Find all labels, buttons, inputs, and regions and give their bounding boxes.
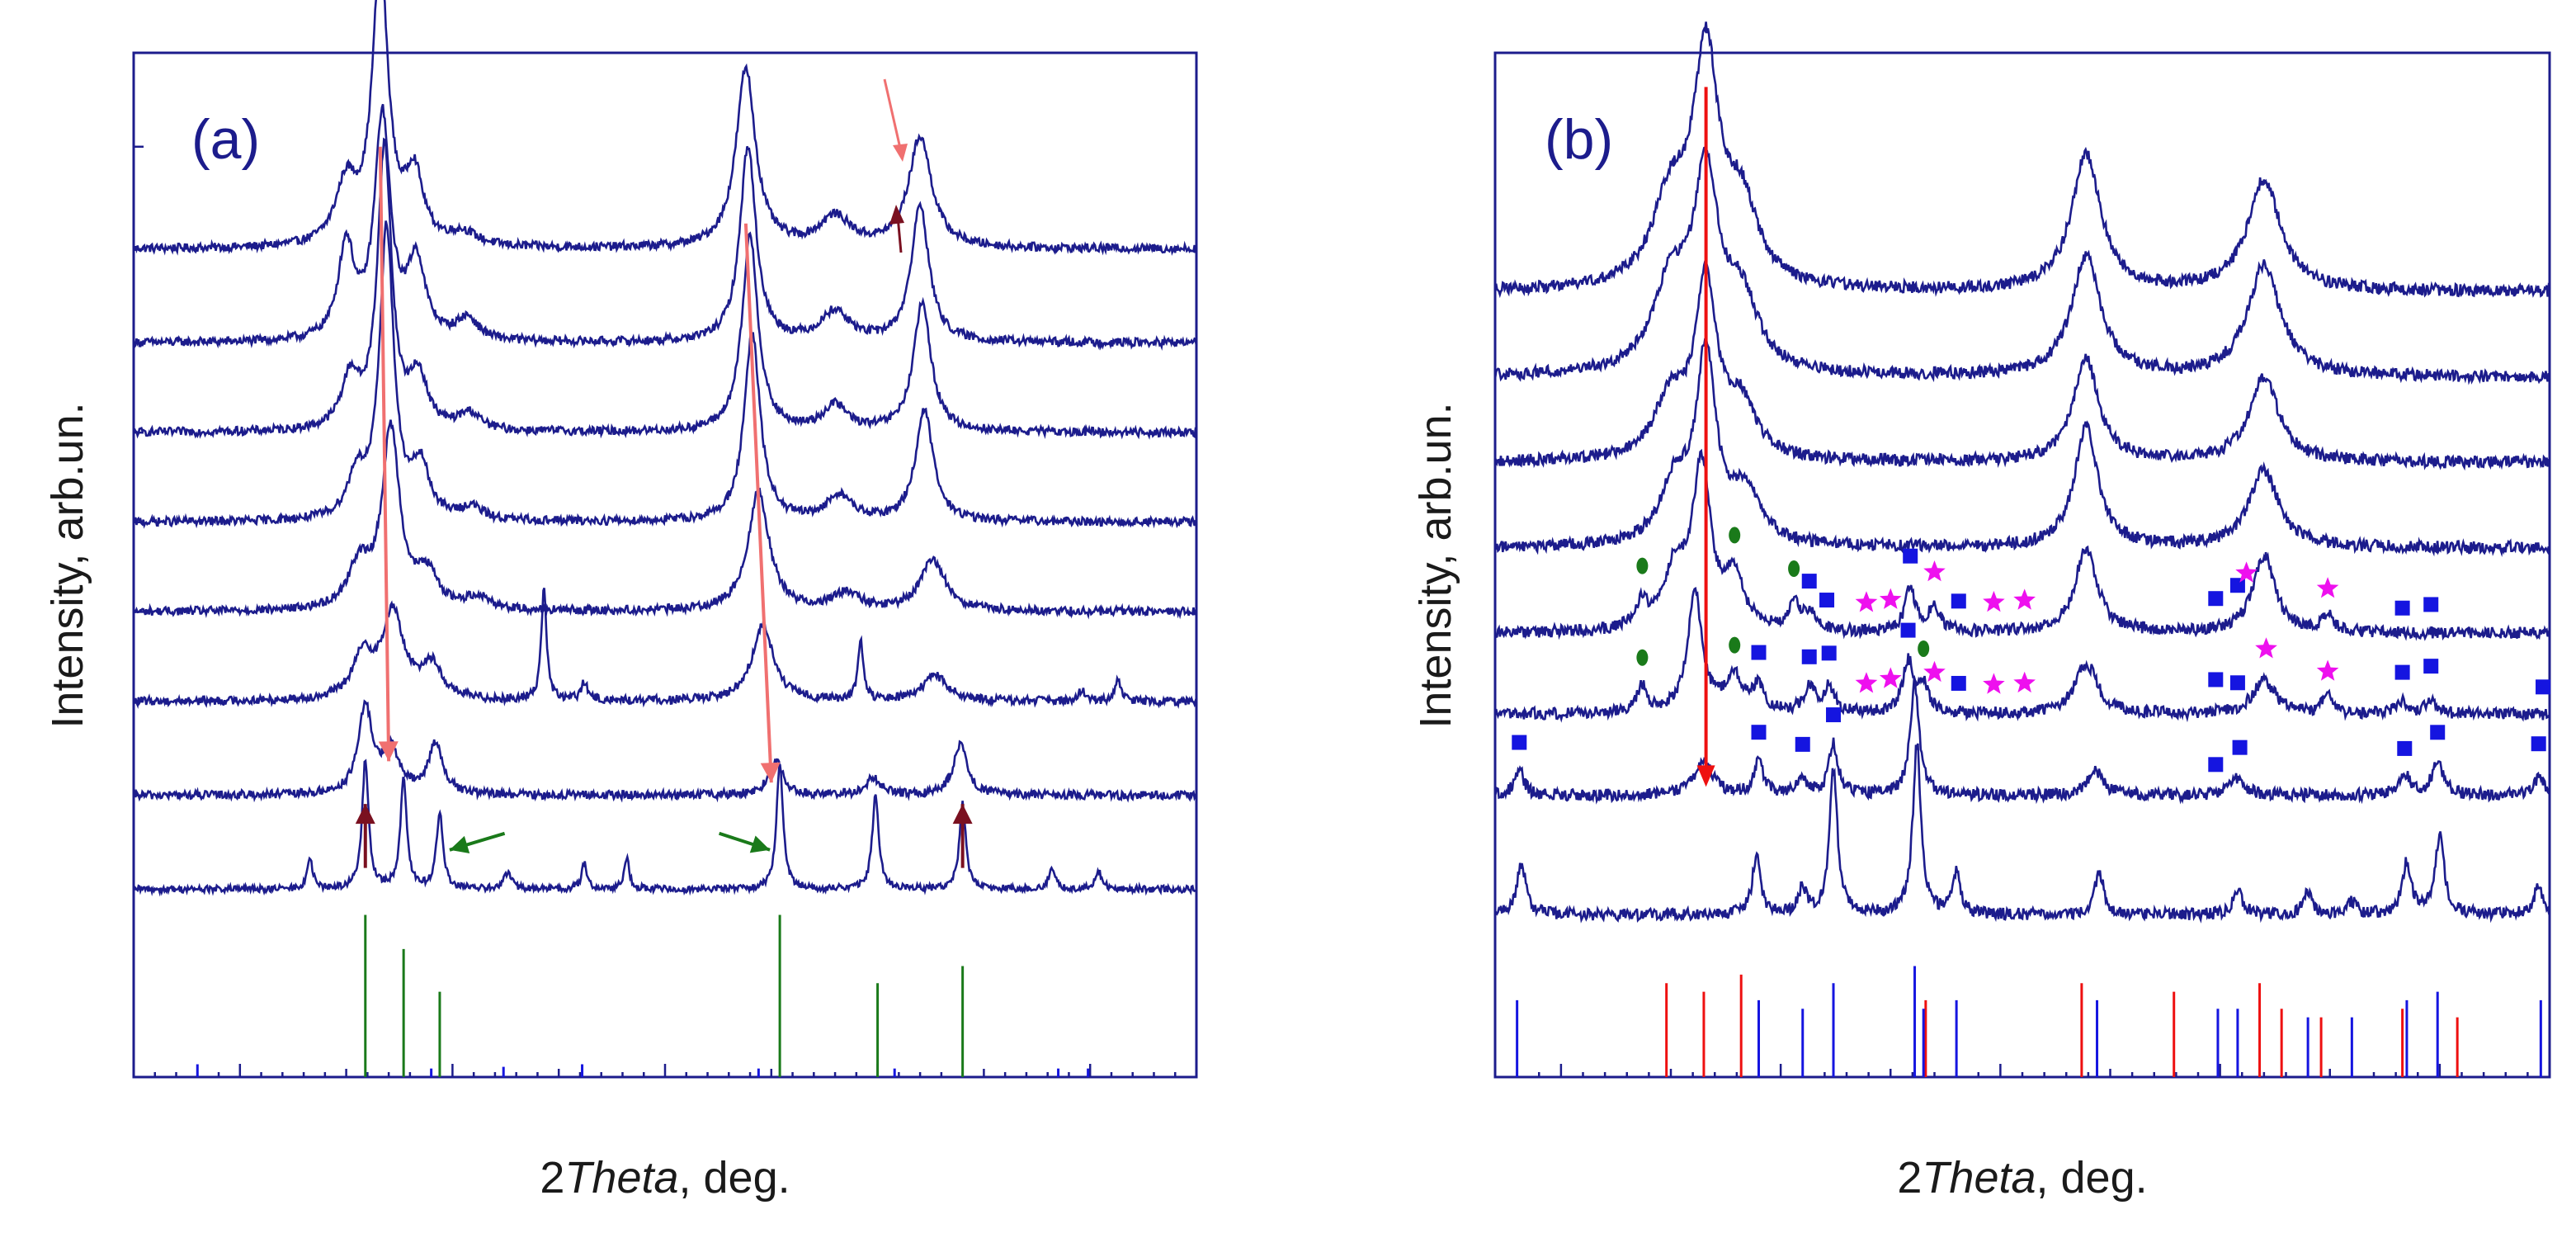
mnooh-marker: [1855, 672, 1878, 693]
panel-b-reference-lines: [1516, 966, 2542, 1077]
trace-mn0-2: [132, 220, 1198, 529]
panel-a-traces: [132, 0, 1198, 897]
beta-mn3o4-marker: [2531, 736, 2546, 752]
beta-mn3o4-marker: [2229, 578, 2245, 593]
beta-mn3o4-marker: [1795, 736, 1810, 752]
mnooh-marker: [2316, 577, 2339, 598]
cds-arrow-head: [1696, 765, 1715, 787]
mn-sulfite-marker: [1918, 640, 1930, 657]
beta-mn3o4-marker: [2394, 600, 2410, 616]
trace-mn0-4: [1493, 448, 2551, 641]
beta-mn3o4-marker: [1819, 593, 1835, 608]
mnooh-marker: [1983, 590, 2005, 612]
mnooh-marker: [2255, 637, 2277, 659]
shift-arrow-head: [378, 741, 399, 762]
panel-b-frame: [1493, 51, 2551, 1079]
panel-a-legend: [883, 78, 908, 253]
trace-mn1-0: [132, 758, 1197, 897]
panel-b-phase-markers: [1512, 527, 2551, 773]
mnooh-marker: [2013, 588, 2036, 610]
beta-mn3o4-marker: [2208, 591, 2224, 607]
beta-mn3o4-marker: [2232, 739, 2248, 755]
shift-arrow: [378, 146, 391, 762]
beta-mn3o4-marker: [1826, 707, 1842, 723]
panel-a: (a) 2Theta, deg. Intensity, arb.un.: [43, 0, 1198, 1203]
trace-mn1-0: [1493, 743, 2551, 924]
panel-b-annotations: [1696, 87, 1715, 787]
mn-sulfite-marker: [1636, 557, 1649, 574]
beta-mn3o4-marker: [1903, 548, 1918, 564]
panel-a-reference-lines: [196, 914, 1090, 1077]
panel-a-label: (a): [191, 108, 260, 171]
panel-b-x-axis-title: 2Theta, deg.: [1897, 1153, 2147, 1203]
beta-mn3o4-marker: [2423, 659, 2439, 674]
beta-mn3o4-marker: [1801, 649, 1817, 664]
beta-mn3o4-marker: [1821, 645, 1837, 661]
trace-mn0-4: [132, 419, 1197, 620]
trace-mn0-0: [1493, 21, 2551, 299]
trace-mn0-1: [133, 137, 1198, 440]
panel-a-y-axis-title: Intensity, arb.un.: [43, 402, 92, 728]
beta-mn3o4-marker: [1951, 675, 1966, 691]
trace-mn0-8: [133, 699, 1198, 803]
trace-mn0-0: [132, 0, 1198, 256]
shift-arrow-head: [760, 762, 781, 783]
trace-mn0-1: [1493, 260, 2551, 471]
panel-a-annotations: [355, 146, 973, 868]
beta-mn3o4-marker: [1512, 735, 1527, 750]
shift-arrow: [743, 223, 773, 783]
beta-mn3o4-marker: [2397, 740, 2413, 756]
beta-mn3o4-marker: [1801, 574, 1817, 589]
trace-mn0-2: [1494, 334, 2551, 558]
beta-mn3o4-marker: [1900, 622, 1916, 638]
trace-mn0-8: [1493, 678, 2551, 805]
trace-mn0-05: [132, 103, 1198, 352]
mn-sulfite-marker: [1788, 560, 1800, 578]
mnooh-marker: [1983, 673, 2005, 694]
beta-mn3o4-marker: [2394, 664, 2410, 680]
trace-mn0-6: [132, 588, 1198, 710]
panel-a-x-axis: [132, 145, 1198, 1077]
beta-mn3o4-marker: [1751, 645, 1767, 660]
panel-b-traces: [1493, 21, 2551, 924]
panel-b-y-axis-title: Intensity, arb.un.: [1411, 402, 1460, 728]
legend-down-arrow-head: [893, 144, 908, 162]
legend-down-arrow-shaft: [883, 78, 903, 153]
beta-mn3o4-marker: [1951, 593, 1966, 609]
beta-mn3o4-marker: [2229, 675, 2245, 691]
panel-a-x-axis-title: 2Theta, deg.: [540, 1153, 790, 1203]
shift-arrow-head: [355, 804, 375, 825]
mnooh-marker: [1879, 667, 1902, 688]
panel-b-x-axis: [1493, 1064, 2551, 1077]
mn-sulfite-marker: [1729, 527, 1741, 544]
beta-mn3o4-marker: [1751, 725, 1767, 740]
mn-sulfite-marker: [1729, 636, 1741, 654]
panel-b: (b) 2Theta, deg. Intensity, arb.un.: [1411, 21, 2551, 1203]
trace-mn0-05: [1493, 145, 2551, 385]
mns-hex-arrow-head: [449, 835, 470, 853]
mnooh-marker: [1923, 560, 1946, 582]
mnooh-marker: [2316, 659, 2339, 681]
beta-mn3o4-marker: [2536, 679, 2551, 695]
panel-b-label: (b): [1545, 108, 1613, 171]
mn-sulfite-marker: [1636, 649, 1649, 666]
mnooh-marker: [2013, 671, 2036, 693]
beta-mn3o4-marker: [2423, 597, 2439, 612]
panel-a-frame: [132, 51, 1198, 1079]
mns-hex-arrow-head: [749, 835, 771, 853]
beta-mn3o4-marker: [2430, 725, 2446, 740]
shift-arrow-head: [952, 804, 973, 825]
mnooh-marker: [2235, 561, 2258, 583]
beta-mn3o4-marker: [2208, 757, 2224, 773]
mnooh-marker: [1923, 660, 1946, 683]
mnooh-marker: [1879, 588, 1902, 609]
legend-up-arrow-head: [889, 205, 904, 224]
trace-mn0-6: [1493, 586, 2550, 723]
beta-mn3o4-marker: [2208, 672, 2224, 688]
mnooh-marker: [1855, 591, 1878, 612]
